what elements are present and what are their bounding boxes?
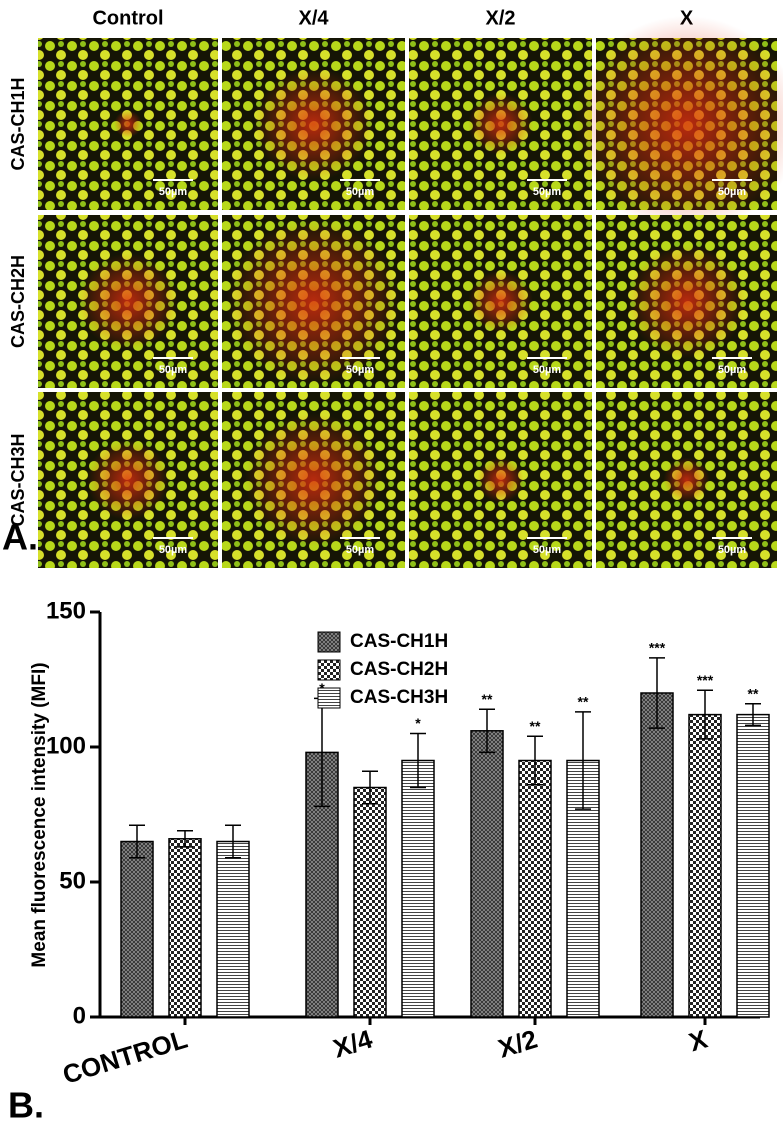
row-label: CAS-CH2H	[8, 255, 28, 348]
error-bar	[129, 824, 145, 859]
bar	[401, 759, 435, 1018]
error-bar	[479, 708, 495, 754]
legend-swatch	[317, 659, 341, 681]
bar	[736, 713, 770, 1018]
y-tick-label: 0	[73, 1002, 86, 1029]
column-header: X/4	[298, 7, 329, 29]
scale-bar-label: 50µm	[346, 186, 375, 198]
scale-bar-label: 50µm	[346, 364, 375, 376]
scale-bar-label: 50µm	[533, 544, 562, 556]
error-bar	[177, 829, 193, 848]
x-tick-label: X	[685, 1023, 711, 1057]
x-tick-label: X/2	[495, 1024, 541, 1064]
red-stain	[78, 253, 178, 350]
column-header: Control	[92, 7, 163, 29]
significance-label: *	[415, 715, 421, 731]
error-bar	[697, 689, 713, 740]
scale-bar-label: 50µm	[159, 364, 188, 376]
y-tick-label: 50	[59, 867, 86, 894]
row-label: CAS-CH3H	[8, 433, 28, 526]
error-bar	[225, 824, 241, 859]
red-stain	[226, 218, 401, 385]
scale-bar-label: 50µm	[718, 544, 747, 556]
bar	[470, 730, 504, 1018]
bar	[168, 838, 202, 1018]
error-bar	[649, 657, 665, 729]
legend-label: CAS-CH3H	[350, 687, 448, 708]
y-tick-label: 150	[46, 597, 86, 624]
panel-label: A.	[2, 517, 38, 558]
bar	[688, 713, 722, 1018]
red-stain	[87, 439, 169, 521]
red-stain	[244, 413, 383, 547]
significance-label: **	[748, 686, 759, 702]
legend-label: CAS-CH2H	[350, 659, 448, 680]
red-stain	[663, 457, 710, 503]
scale-bar-label: 50µm	[159, 544, 188, 556]
error-bar	[745, 703, 761, 727]
scale-bar-label: 50µm	[533, 364, 562, 376]
scale-bar-label: 50µm	[718, 364, 747, 376]
bar	[640, 692, 674, 1018]
legend-swatch	[317, 631, 341, 653]
red-stain	[468, 93, 533, 155]
significance-label: **	[530, 718, 541, 734]
red-stain	[477, 457, 524, 503]
row-label: CAS-CH1H	[8, 77, 28, 170]
x-tick-label: CONTROL	[59, 1024, 191, 1090]
error-bar	[527, 735, 543, 786]
red-stain	[114, 110, 142, 138]
x-tick-label: X/4	[330, 1023, 377, 1063]
significance-label: ***	[649, 640, 666, 656]
red-stain	[468, 270, 533, 333]
red-stain	[627, 244, 746, 359]
significance-label: ***	[697, 672, 714, 688]
scale-bar-label: 50µm	[159, 186, 188, 198]
legend-swatch	[317, 687, 341, 709]
legend-label: CAS-CH1H	[350, 631, 448, 652]
significance-label: **	[578, 694, 589, 710]
error-bar	[575, 711, 591, 810]
bar	[353, 786, 387, 1018]
significance-label: **	[482, 691, 493, 707]
column-header: X/2	[485, 7, 515, 29]
y-axis-label: Mean fluorescence intensity (MFI)	[29, 662, 50, 967]
bar	[120, 840, 154, 1018]
error-bar	[362, 770, 378, 805]
scale-bar-label: 50µm	[718, 186, 747, 198]
scale-bar-label: 50µm	[346, 544, 375, 556]
error-bar	[410, 732, 426, 789]
red-stain	[572, 15, 783, 233]
bar	[216, 840, 250, 1018]
bar	[518, 759, 552, 1018]
panel-label: B.	[8, 1085, 44, 1126]
red-stain	[253, 67, 374, 181]
scale-bar-label: 50µm	[533, 186, 562, 198]
y-tick-label: 100	[46, 732, 86, 759]
